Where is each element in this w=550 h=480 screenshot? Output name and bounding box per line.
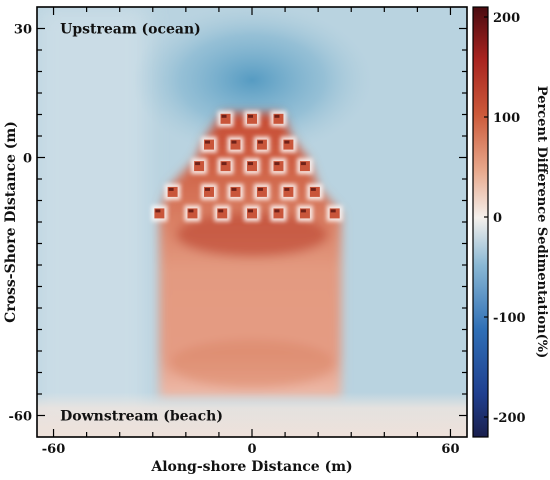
structure-square bbox=[299, 161, 310, 172]
structure-square bbox=[247, 113, 257, 124]
structure-square bbox=[256, 186, 267, 197]
structure-shadow bbox=[221, 114, 227, 118]
x-tick-label: -60 bbox=[42, 442, 66, 457]
structure-shadow bbox=[221, 162, 227, 166]
structure-square bbox=[194, 161, 205, 172]
structure-square bbox=[299, 208, 310, 219]
colorbar-label: Percent Difference Sedimentation(%) bbox=[534, 86, 549, 358]
structure-shadow bbox=[231, 140, 237, 144]
structure-shadow bbox=[218, 209, 224, 213]
colorbar-tick-label: -200 bbox=[493, 411, 526, 426]
heatmap-field bbox=[37, 7, 467, 437]
annotation-upstream: Upstream (ocean) bbox=[60, 22, 201, 38]
structure-square bbox=[329, 208, 340, 219]
structure-square bbox=[273, 161, 284, 172]
structure-shadow bbox=[330, 209, 336, 213]
erosion-zone-upstream bbox=[132, 7, 372, 156]
y-axis-label: Cross-Shore Distance (m) bbox=[3, 121, 19, 323]
plume-lower-band bbox=[169, 339, 335, 388]
structure-square bbox=[247, 161, 257, 172]
structure-shadow bbox=[188, 209, 194, 213]
colorbar-tick-label: 100 bbox=[493, 111, 520, 126]
structure-shadow bbox=[248, 209, 253, 213]
structure-square bbox=[217, 208, 228, 219]
structure-shadow bbox=[231, 187, 237, 191]
structure-shadow bbox=[274, 162, 280, 166]
colorbar bbox=[472, 6, 489, 438]
background-light-left bbox=[37, 7, 147, 437]
structure-square bbox=[247, 208, 257, 219]
structure-shadow bbox=[274, 114, 280, 118]
structure-square bbox=[230, 139, 241, 150]
structure-shadow bbox=[168, 187, 174, 191]
colorbar-tick-label: 200 bbox=[493, 11, 520, 26]
structure-shadow bbox=[248, 114, 253, 118]
structure-shadow bbox=[310, 187, 316, 191]
y-tick-label: -60 bbox=[9, 410, 33, 425]
y-tick-label: 30 bbox=[14, 23, 32, 38]
structure-shadow bbox=[284, 140, 290, 144]
x-axis-ticks: -60 0 60 bbox=[42, 7, 460, 457]
structure-square bbox=[220, 113, 231, 124]
structure-square bbox=[256, 139, 267, 150]
structure-shadow bbox=[248, 162, 253, 166]
structure-shadow bbox=[195, 162, 201, 166]
structure-square bbox=[309, 186, 320, 197]
structure-shadow bbox=[274, 209, 280, 213]
structure-square bbox=[154, 208, 165, 219]
y-tick-label: 0 bbox=[23, 152, 32, 167]
structure-shadow bbox=[284, 187, 290, 191]
colorbar-tick-label: 0 bbox=[493, 211, 502, 226]
x-axis-label: Along-shore Distance (m) bbox=[150, 459, 352, 475]
structure-shadow bbox=[257, 140, 263, 144]
structure-square bbox=[220, 161, 231, 172]
structure-shadow bbox=[155, 209, 161, 213]
structure-shadow bbox=[205, 187, 210, 191]
structure-square bbox=[167, 186, 178, 197]
structure-square bbox=[283, 139, 294, 150]
structure-square bbox=[204, 139, 214, 150]
colorbar-tick-label: -100 bbox=[493, 311, 526, 326]
structure-square bbox=[230, 186, 241, 197]
structure-square bbox=[273, 113, 284, 124]
structure-array bbox=[151, 110, 343, 222]
colorbar-ticks: 200 100 0 -100 -200 bbox=[484, 11, 526, 426]
annotation-downstream: Downstream (beach) bbox=[60, 409, 223, 425]
x-tick-label: 60 bbox=[441, 442, 459, 457]
structure-square bbox=[187, 208, 198, 219]
x-tick-label: 0 bbox=[247, 442, 256, 457]
structure-shadow bbox=[300, 162, 306, 166]
structure-shadow bbox=[300, 209, 306, 213]
structure-square bbox=[204, 186, 214, 197]
y-axis-ticks: 30 0 -60 bbox=[9, 23, 467, 425]
plume-core bbox=[176, 212, 328, 257]
structure-shadow bbox=[205, 140, 210, 144]
structure-square bbox=[273, 208, 284, 219]
structure-shadow bbox=[257, 187, 263, 191]
structure-square bbox=[283, 186, 294, 197]
